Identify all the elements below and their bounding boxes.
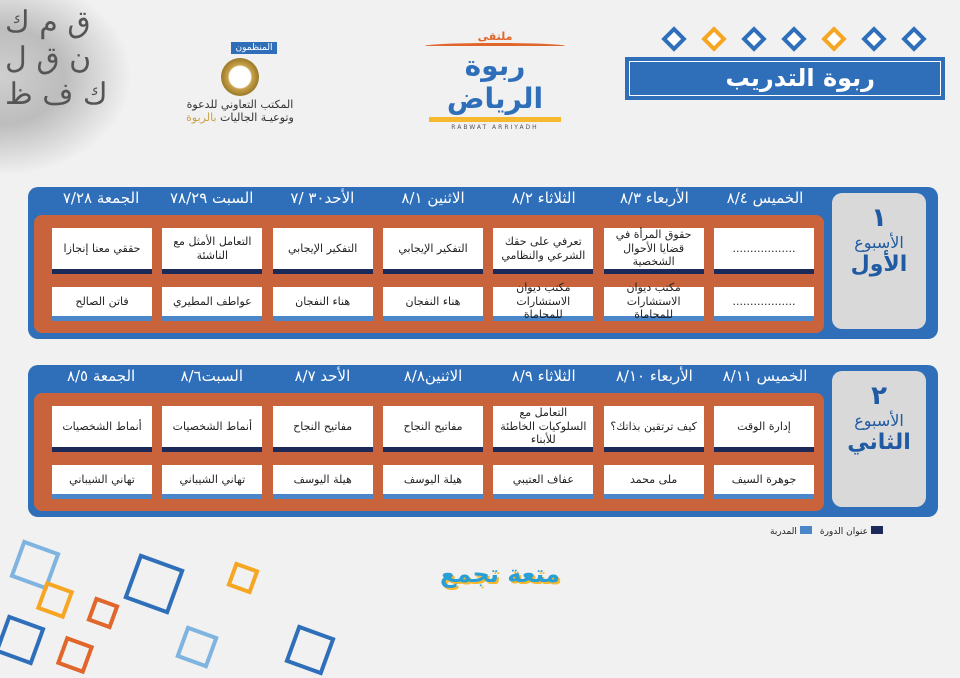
week-2-body: إدارة الوقت كيف ترتقين بذاتك؟ التعامل مع ا…: [34, 393, 824, 511]
day-header: السبت ٧٨/٢٩: [170, 189, 254, 207]
day-header: الخميس ٨/٤: [726, 189, 804, 207]
day-header: الأحد ٨/٧: [294, 367, 351, 385]
trainer-name: هناء النفجان: [272, 287, 373, 321]
organizer-name-line2: وتوعيـة الجاليات بالربوة: [186, 111, 294, 124]
trainer-name: ملى محمد: [603, 465, 704, 499]
trainer-name: هيلة اليوسف: [272, 465, 373, 499]
course-title: التفكير الإيجابي: [382, 228, 483, 274]
trainer-name: عواطف المطيري: [162, 287, 263, 321]
trainer-name: هيلة اليوسف: [382, 465, 483, 499]
organizer-seal: [221, 58, 259, 96]
day-header: الخميس ٨/١١: [722, 367, 808, 385]
course-title: أنماط الشخصيات: [162, 406, 263, 452]
day-header: الثلاثاء ٨/٩: [511, 367, 576, 385]
week-1-label: ١ الأسبوع الأول: [832, 193, 926, 329]
day-header: الاثنين٨/٨: [403, 367, 463, 385]
day-header: الجمعة ٨/٥: [66, 367, 136, 385]
trainer-name: مكتب ديوان الاستشارات للمحاماة: [493, 281, 594, 321]
week-1-panel: الجمعة ٧/٢٨ السبت ٧٨/٢٩ الأحد٣٠ /٧ الاثنين …: [28, 187, 938, 339]
trainer-name: مكتب ديوان الاستشارات للمحاماة: [603, 281, 704, 321]
course-title: التعامل الأمثل مع الناشئة: [162, 228, 263, 274]
week-1-days: الجمعة ٧/٢٨ السبت ٧٨/٢٩ الأحد٣٠ /٧ الاثنين …: [48, 189, 818, 207]
course-title: كيف ترتقين بذاتك؟: [603, 406, 704, 452]
course-title: ..................: [713, 228, 814, 274]
day-header: الأحد٣٠ /٧: [290, 189, 355, 207]
event-logo: ملتقى ربوة الرياض RABWAT ARRIYADH: [425, 30, 565, 131]
diamond-decoration: [661, 26, 927, 52]
week-2-label: ٢ الأسبوع الثاني: [832, 371, 926, 507]
day-header: الأربعاء ٨/١٠: [615, 367, 693, 385]
course-title: تعرفي على حقك الشرعي والنظامي: [493, 228, 594, 274]
week-2-days: الجمعة ٨/٥ السبت٨/٦ الأحد ٨/٧ الاثنين٨/٨ الث…: [48, 367, 818, 385]
organizers-block: المنظمون المكتب التعاوني للدعوة وتوعيـة …: [185, 35, 295, 124]
day-header: الجمعة ٧/٢٨: [62, 189, 140, 207]
organizer-name-line1: المكتب التعاوني للدعوة: [186, 98, 294, 111]
week-1-body: .................. حقوق المرأة في قضايا ا…: [34, 215, 824, 333]
day-header: الأربعاء ٨/٣: [619, 189, 689, 207]
day-header: الثلاثاء ٨/٢: [511, 189, 576, 207]
legend-item-trainer: المدربة: [770, 526, 812, 537]
bottom-logo: متعة تجمع: [440, 560, 560, 588]
week-2-panel: الجمعة ٨/٥ السبت٨/٦ الأحد ٨/٧ الاثنين٨/٨ الث…: [28, 365, 938, 517]
course-title: التعامل مع السلوكيات الخاطئة للأبناء: [493, 406, 594, 452]
trainer-name: تهاني الشيباني: [162, 465, 263, 499]
trainer-name: جوهرة السيف: [713, 465, 814, 499]
course-title: أنماط الشخصيات: [52, 406, 152, 452]
course-title: إدارة الوقت: [713, 406, 814, 452]
trainer-name: تهاني الشيباني: [52, 465, 152, 499]
day-header: الاثنين ٨/١: [401, 189, 465, 207]
legend-item-course-title: عنوان الدورة: [820, 526, 883, 537]
course-title: حققي معنا إنجازا: [52, 228, 152, 274]
course-title: حقوق المرأة في قضايا الأحوال الشخصية: [603, 228, 704, 274]
course-title: مفاتيح النجاح: [272, 406, 373, 452]
trainer-name: ..................: [713, 287, 814, 321]
page-title: ربوة التدريب: [625, 57, 945, 100]
organizers-badge: المنظمون: [231, 42, 277, 54]
course-title: التفكير الإيجابي: [272, 228, 373, 274]
course-title: مفاتيح النجاح: [382, 406, 483, 452]
trainer-name: فاتن الصالح: [52, 287, 152, 321]
trainer-name: هناء النفجان: [382, 287, 483, 321]
day-header: السبت٨/٦: [180, 367, 243, 385]
squares-decoration: [0, 539, 336, 678]
trainer-name: عفاف العتيبي: [493, 465, 594, 499]
legend: عنوان الدورة المدربة: [770, 526, 883, 537]
